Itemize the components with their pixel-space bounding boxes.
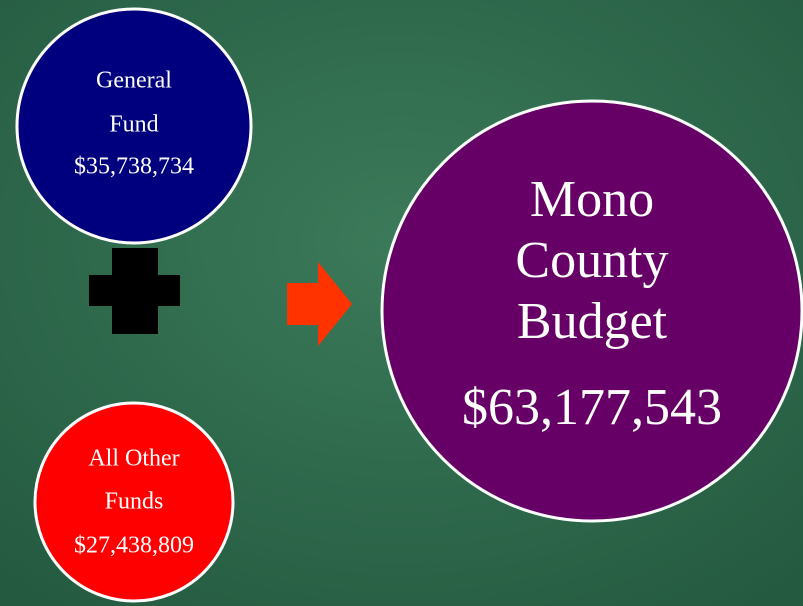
node-amount: $63,177,543 (462, 379, 722, 436)
node-label: Budget (517, 293, 668, 350)
node-amount: $35,738,734 (74, 154, 194, 180)
node-label: Funds (105, 489, 164, 515)
node-label: Fund (109, 112, 158, 138)
node-label: Mono (530, 171, 654, 228)
node-label: All Other (88, 446, 179, 472)
budget-circle (380, 99, 803, 523)
plus-icon (89, 248, 180, 334)
node-amount: $27,438,809 (74, 533, 194, 559)
general-fund-circle (15, 7, 253, 245)
arrow-icon (287, 262, 352, 346)
node-label: County (515, 232, 668, 289)
node-label: General (96, 68, 172, 94)
other-funds-circle (33, 401, 235, 603)
